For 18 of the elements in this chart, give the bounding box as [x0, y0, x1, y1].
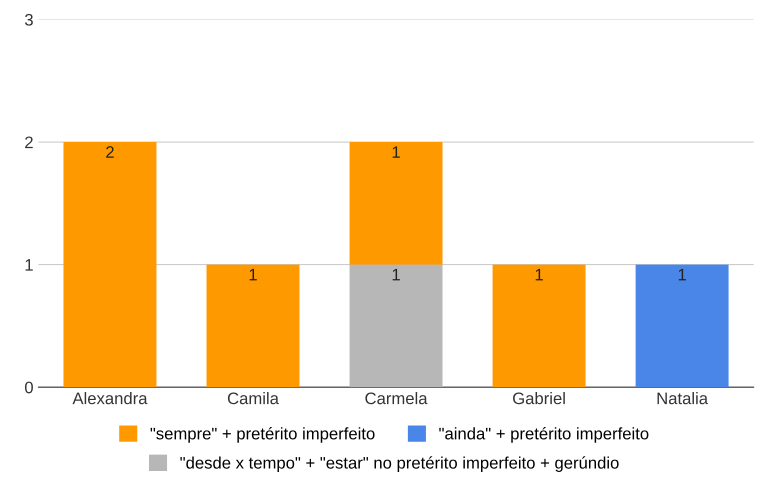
data-label: 1: [392, 146, 400, 158]
data-label: 2: [106, 146, 114, 158]
x-tick-label: Carmela: [365, 392, 428, 404]
data-label: 1: [536, 268, 543, 280]
x-tick-label: Natalia: [658, 392, 708, 404]
legend-label: "sempre" + pretérito imperfeito: [150, 427, 375, 443]
legend-label: "ainda" + pretérito imperfeito: [439, 427, 648, 443]
data-label: 1: [678, 268, 686, 280]
data-label: 1: [250, 268, 257, 280]
x-tick-label: Gabriel: [513, 392, 565, 404]
y-tick-label: 2: [25, 136, 33, 148]
y-tick-label: 3: [24, 14, 33, 26]
legend-label: "desde x tempo" + "estar" no pretérito imperfeito + gerúndio: [180, 456, 619, 472]
data-label: 1: [392, 268, 400, 280]
x-tick-label: Alexandra: [72, 392, 148, 404]
y-tick-label: 1: [26, 259, 33, 271]
x-tick-label: Camila: [228, 392, 279, 404]
y-tick-label: 0: [24, 382, 33, 394]
